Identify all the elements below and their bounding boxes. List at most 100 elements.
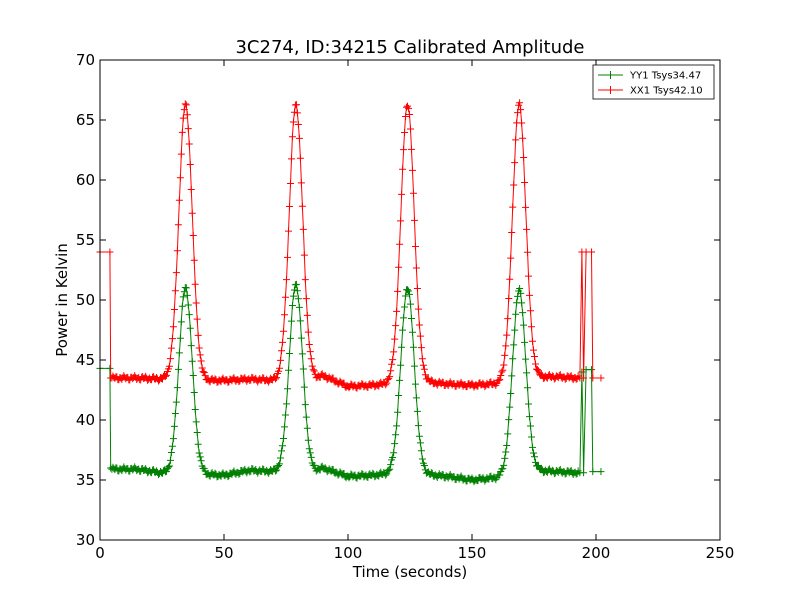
data-point (534, 367, 542, 375)
data-point (517, 106, 525, 114)
data-point (406, 300, 414, 308)
data-point (413, 284, 421, 292)
data-point (303, 311, 311, 319)
y-tick-label: 60 (76, 171, 95, 189)
data-point (508, 228, 516, 236)
data-point (310, 367, 318, 375)
data-point (281, 423, 289, 431)
data-point (294, 121, 302, 129)
data-point (106, 248, 114, 256)
data-point (523, 369, 531, 377)
data-point (499, 465, 507, 473)
data-point (276, 364, 284, 372)
data-point (281, 311, 289, 319)
data-point (509, 355, 517, 363)
data-point (391, 440, 399, 448)
data-point (175, 196, 183, 204)
data-point (597, 468, 605, 476)
data-point (187, 342, 195, 350)
axis-ticks: 0 50 100 150 200 250 30 35 40 45 50 55 60 65 70 (76, 51, 734, 562)
data-point (278, 447, 286, 455)
data-point (527, 422, 535, 430)
data-point (503, 441, 511, 449)
data-point (178, 302, 186, 310)
data-point (301, 276, 309, 284)
data-point (162, 371, 170, 379)
x-tick-label: 200 (582, 544, 611, 562)
data-point (518, 119, 526, 127)
data-point (171, 409, 179, 417)
data-point (427, 376, 435, 384)
data-point (290, 286, 298, 294)
data-point (419, 361, 427, 369)
data-point (188, 357, 196, 365)
data-point (415, 321, 423, 329)
data-point (395, 391, 403, 399)
data-point (282, 411, 290, 419)
data-point (406, 290, 414, 298)
data-point (386, 373, 394, 381)
data-point (512, 136, 520, 144)
data-point (504, 315, 512, 323)
data-point (525, 272, 533, 280)
data-point (514, 292, 522, 300)
data-point (284, 227, 292, 235)
data-point (288, 133, 296, 141)
data-point (399, 165, 407, 173)
data-point (405, 287, 413, 295)
data-point (386, 465, 394, 473)
data-point (580, 374, 588, 382)
data-point (198, 364, 206, 372)
data-point (275, 461, 283, 469)
data-point (279, 338, 287, 346)
data-point (521, 178, 529, 186)
data-point (179, 114, 187, 122)
data-point (530, 449, 538, 457)
data-point (421, 371, 429, 379)
data-point (505, 416, 513, 424)
data-point (275, 367, 283, 375)
data-point (272, 467, 280, 475)
data-point (502, 448, 510, 456)
data-point (420, 461, 428, 469)
data-point (499, 366, 507, 374)
data-point (412, 264, 420, 272)
data-point (309, 366, 317, 374)
data-point (176, 334, 184, 342)
data-point (284, 366, 292, 374)
data-point (193, 315, 201, 323)
data-point (396, 240, 404, 248)
data-point (277, 454, 285, 462)
data-point (533, 366, 541, 374)
data-point (308, 362, 316, 370)
data-point (589, 468, 597, 476)
data-point (597, 374, 605, 382)
data-point (496, 471, 504, 479)
data-point (172, 398, 180, 406)
data-point (496, 376, 504, 384)
data-point (398, 190, 406, 198)
data-point (588, 248, 596, 256)
data-point (505, 294, 513, 302)
data-point (303, 424, 311, 432)
data-point (305, 445, 313, 453)
data-point (172, 269, 180, 277)
data-point (196, 351, 204, 359)
data-point (393, 307, 401, 315)
x-tick-label: 50 (214, 544, 233, 562)
data-point (195, 449, 203, 457)
data-point (300, 251, 308, 259)
data-point (516, 284, 524, 292)
data-point (174, 221, 182, 229)
data-point (280, 327, 288, 335)
data-point (523, 225, 531, 233)
data-point (306, 348, 314, 356)
y-tick-label: 70 (76, 51, 95, 69)
data-point (297, 334, 305, 342)
data-point (168, 442, 176, 450)
data-point (304, 328, 312, 336)
legend-marker (606, 86, 615, 94)
data-point (106, 364, 114, 372)
data-point (142, 465, 150, 473)
data-point (184, 125, 192, 133)
